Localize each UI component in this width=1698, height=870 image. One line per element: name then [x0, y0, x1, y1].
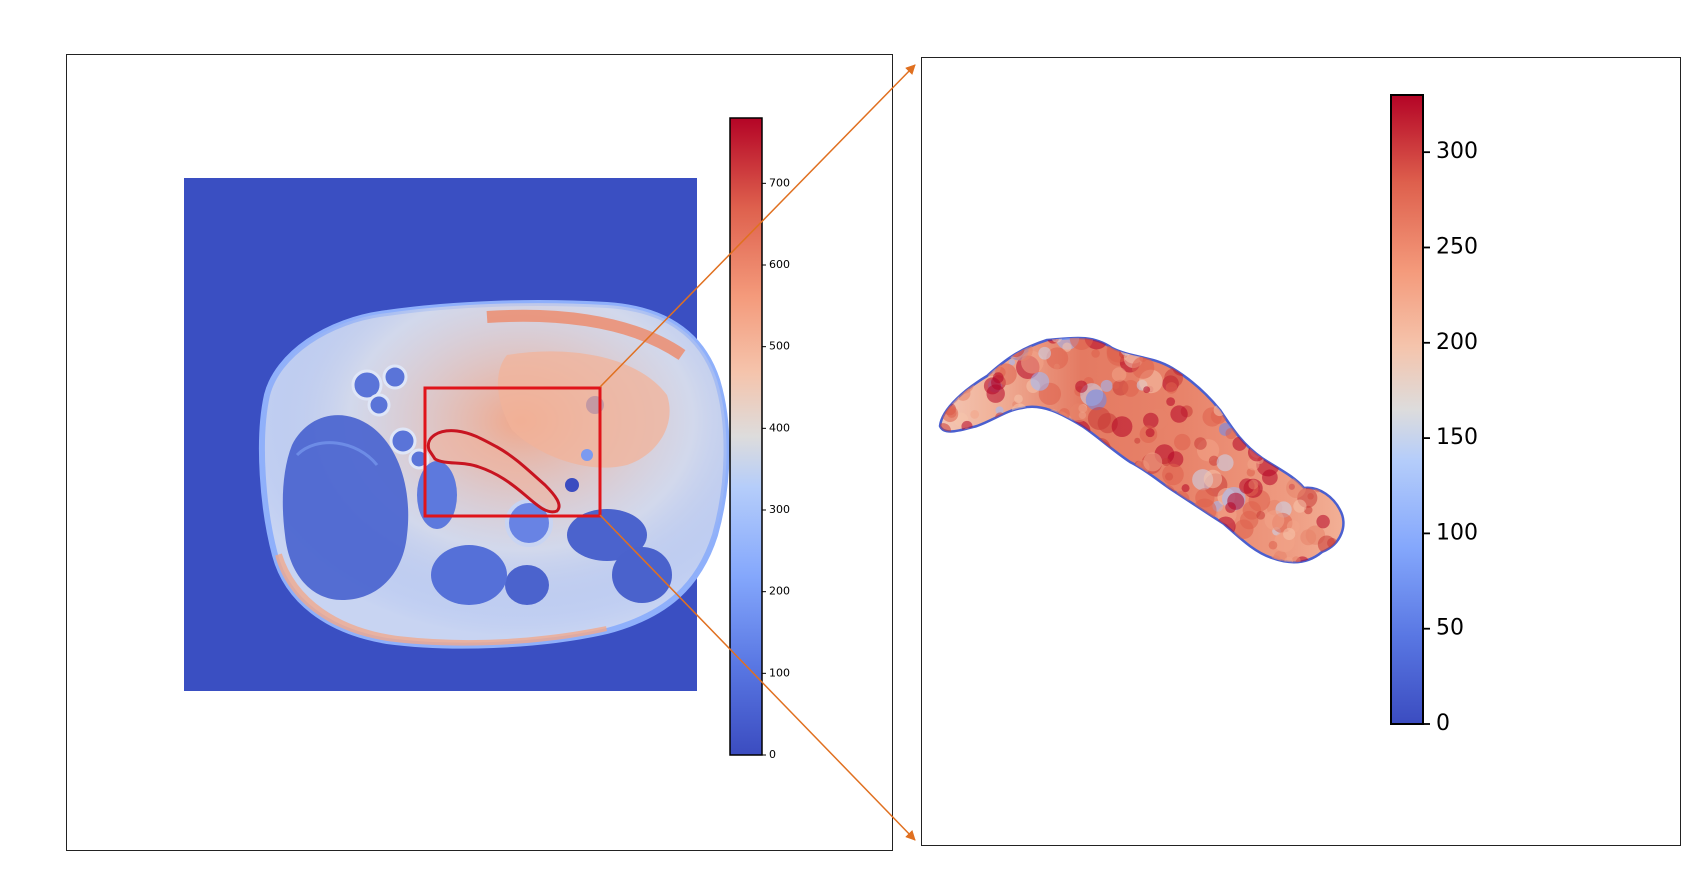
colorbar-tick-label: 200 [769, 585, 790, 598]
zoomed-region-panel: 0 50 100 150 200 250 300 [921, 57, 1681, 846]
full-slice-figure: 0 100 200 300 400 500 600 700 [184, 117, 790, 761]
colorbar-tick-label: 150 [1436, 425, 1478, 450]
full-slice-panel: 0 100 200 300 400 500 600 700 [66, 54, 893, 851]
colorbar-gradient [729, 117, 763, 756]
colorbar-tick-label: 600 [769, 258, 790, 271]
colorbar-tick-label: 100 [1436, 520, 1478, 545]
colorbar-tick-label: 250 [1436, 234, 1478, 259]
full-slice-colorbar: 0 100 200 300 400 500 600 700 [729, 117, 790, 761]
pancreas-parameter-map [938, 336, 1345, 564]
colorbar-tick-label: 700 [769, 176, 790, 189]
colorbar-tick-label: 400 [769, 421, 790, 434]
colorbar-tick-label: 50 [1436, 616, 1464, 641]
zoomed-region-colorbar: 0 50 100 150 200 250 300 [1390, 94, 1478, 736]
zoomed-region-figure: 0 50 100 150 200 250 300 [938, 94, 1478, 736]
colorbar-tick-label: 0 [769, 748, 776, 761]
colorbar-tick-label: 300 [769, 503, 790, 516]
colorbar-tick-label: 100 [769, 666, 790, 679]
pancreas-contour [426, 429, 561, 514]
colorbar-tick-label: 200 [1436, 330, 1478, 355]
colorbar-tick-label: 500 [769, 340, 790, 353]
colorbar-tick-label: 0 [1436, 711, 1450, 736]
colorbar-gradient [1390, 94, 1424, 725]
colorbar-tick-label: 300 [1436, 139, 1478, 164]
roi-box [423, 386, 602, 518]
